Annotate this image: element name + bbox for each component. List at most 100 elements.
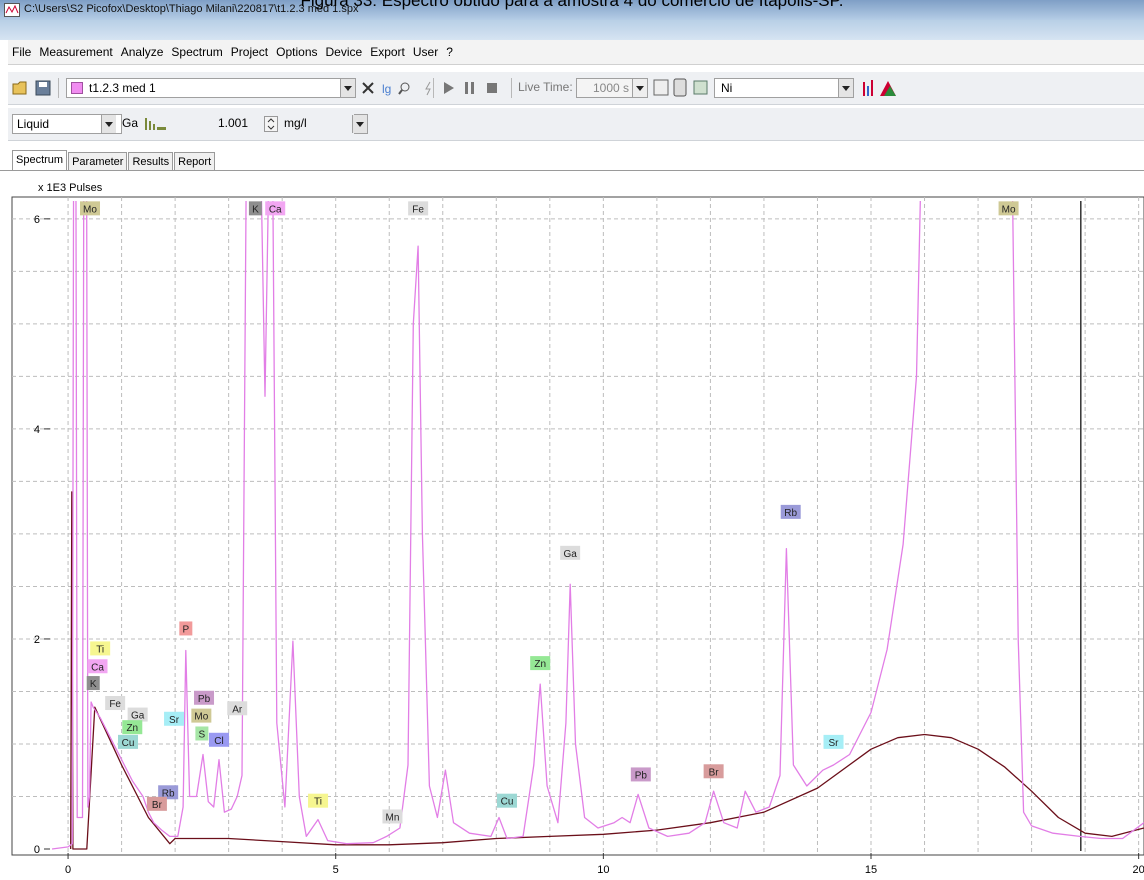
peak-label: Ca [269,204,282,215]
concentration: 1.001 [217,116,248,130]
peak-label-box [158,785,179,800]
peak-label: Mo [83,204,97,215]
title-bar: C:\Users\S2 Picofox\Desktop\Thiago Milan… [0,0,1144,20]
peak-label-box [408,201,429,216]
x-tick-label: 5 [333,864,339,876]
peak-label: Ga [563,549,577,560]
x-tick-label: 10 [597,864,609,876]
window-frame [0,20,1144,40]
peak-label-box [86,676,100,691]
menu-item[interactable]: Project [230,45,269,59]
app-icon [4,3,20,17]
menu-item[interactable]: User [412,45,439,59]
peak-label-box [703,764,724,779]
peak-label: Fe [412,204,424,215]
peak-label-box [122,720,143,735]
y-tick-label: 6 [34,214,40,226]
peak-label: Pb [635,770,648,781]
peak-label: Ca [91,662,104,673]
peak-label-box [248,201,262,216]
peak-label: K [90,679,97,690]
concentration-input[interactable]: 1.001 [172,114,278,134]
peak-label-box [127,707,148,722]
peak-label: S [199,729,206,740]
spectrum-name: t1.2.3 med 1 [89,81,156,95]
peak-label-box [164,711,185,726]
peak-label-box [998,201,1019,216]
menu-item[interactable]: Measurement [39,45,113,59]
peak-label-box [194,690,215,705]
peak-label-box [179,621,193,636]
peak-label-box [382,809,403,824]
spin-button[interactable] [264,116,278,132]
tab[interactable]: Spectrum [12,150,68,170]
peak-label-box [195,726,209,741]
tab[interactable]: Parameter [68,152,128,170]
tab-bar: Spectrum Parameter Results Report [12,146,216,170]
plot-frame [11,196,1144,856]
menu-bar: File Measurement Analyze Spectrum Project Opt… [8,40,1144,65]
peak-label-box [90,641,111,656]
chart: x 1E3 Pulses 0 2 4 6 0 5 10 15 20 Mo K Ca Fe Mo Ti Ca K F… [11,182,1144,876]
peak-label: Mo [1002,204,1016,215]
menu-item[interactable]: ? [446,45,453,59]
peak-label: Br [152,800,163,811]
peak-label: Br [709,767,720,778]
peak-label: Ti [314,797,322,808]
y-tick-label: 2 [34,634,40,646]
x-tick-label: 15 [865,864,877,876]
element: Ni [721,81,733,95]
peak-label: Ar [232,704,243,715]
menu-item[interactable]: Device [325,45,363,59]
peak-label-box [560,545,581,560]
unit: mg/l [284,116,307,130]
peak-label-box [209,732,230,747]
menu-item[interactable]: Spectrum [171,45,223,59]
live-time: 1000 s [592,81,629,95]
peak-label: Cl [214,736,223,747]
standard-icon [145,118,166,130]
menu-item[interactable]: Analyze [120,45,164,59]
toolbar: t1.2.3 med 1 lg Live Time: 1000 s Ni [8,72,1144,105]
sample-type: Liquid [17,117,50,131]
y-tick-label: 4 [34,424,40,436]
log-button[interactable]: lg [382,82,391,96]
caption: Figura 33: Espectro obtido para a amostr… [300,0,844,10]
peak-label-box [191,708,212,723]
menu-item[interactable]: File [12,45,32,59]
menu-item[interactable]: Export [370,45,405,59]
live-time-input[interactable]: 1000 s [576,78,648,98]
peak-label: Rb [162,788,175,799]
file-buttons[interactable] [12,79,52,97]
menu-item[interactable]: Options [276,45,318,59]
toolbar-2: Liquid Ga 1.001 mg/l [8,108,1144,141]
tab[interactable]: Results [128,152,174,170]
peak-label: Ti [96,644,104,655]
spectrum-color [71,82,83,94]
peak-label: Zn [126,723,138,734]
peak-label-box [118,734,139,749]
spectrum-select[interactable]: t1.2.3 med 1 [66,78,356,98]
unit-select[interactable] [352,114,368,134]
x-tick-label: 20 [1133,864,1144,876]
sample-type-select[interactable]: Liquid [12,114,122,134]
peak-label: Cu [501,797,514,808]
peak-label-box [308,793,329,808]
tool-buttons[interactable] [652,78,708,98]
run-buttons[interactable] [463,79,513,97]
peak-label-box [630,767,651,782]
peak-label-box [146,796,167,811]
peak-label: Mn [385,812,399,823]
peak-label-box [227,701,248,716]
chart-area: x 1E3 Pulses 0 2 4 6 0 5 10 15 20 Mo K Ca Fe Mo Ti Ca K F… [0,170,1144,877]
view-buttons[interactable] [860,78,900,98]
element-select[interactable]: Ni [714,78,854,98]
peak-label: Sr [169,715,180,726]
tab[interactable]: Report [174,152,216,170]
peak-label-box [265,201,286,216]
spectrum-buttons[interactable]: lg [360,79,460,97]
peak-label: P [182,624,189,635]
window-title: C:\Users\S2 Picofox\Desktop\Thiago Milan… [24,3,359,15]
y-axis-label: x 1E3 Pulses [38,182,103,194]
